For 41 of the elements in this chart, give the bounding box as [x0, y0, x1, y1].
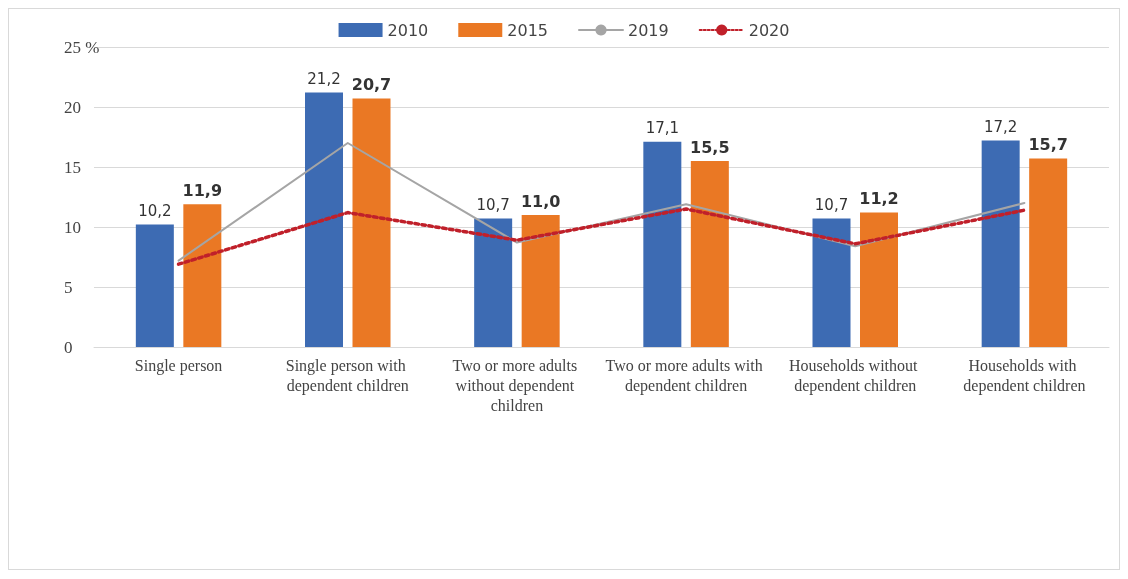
data-label: 21,2: [307, 70, 341, 89]
bar: [860, 212, 898, 347]
legend-label: 2019: [628, 20, 669, 40]
data-label: 17,2: [983, 118, 1018, 137]
x-tick-label: Households with dependent children: [963, 356, 1086, 395]
y-tick-label: 10: [64, 217, 81, 237]
x-tick-label: Two or more adults with dependent children: [605, 356, 767, 395]
x-tick-label: Single person with dependent children: [285, 356, 410, 395]
y-tick-label: 20: [64, 97, 81, 117]
y-tick-label: 5: [64, 277, 73, 297]
bar: [690, 161, 729, 347]
legend-label: 2015: [507, 20, 548, 40]
data-label: 17,1: [645, 119, 680, 138]
data-label: 11,2: [859, 189, 899, 209]
bar: [643, 141, 682, 347]
data-label: 20,7: [351, 75, 392, 95]
legend-label: 2020: [748, 20, 790, 40]
data-label: 10,2: [138, 202, 172, 221]
bar: [352, 98, 391, 347]
line-series: [177, 142, 1026, 262]
bar: [474, 218, 513, 347]
bar: [812, 218, 851, 347]
bar: [183, 204, 222, 347]
bar: [521, 215, 560, 347]
data-label: 15,7: [1028, 135, 1068, 155]
bar: [135, 224, 174, 347]
x-tick-label: Households without dependent children: [789, 356, 922, 395]
x-tick-label: Single person: [134, 356, 223, 375]
data-label: 10,7: [476, 196, 510, 215]
x-tick-label: Two or more adults without dependent children: [452, 356, 582, 414]
legend-label: 2010: [387, 20, 429, 40]
data-label: 11,9: [182, 180, 223, 200]
bar: [305, 92, 343, 347]
bar: [981, 140, 1020, 347]
y-tick-label: 25 %: [64, 37, 100, 57]
data-label: 15,5: [690, 137, 730, 157]
y-tick-label: 0: [64, 337, 73, 357]
data-label: 10,7: [814, 196, 849, 215]
data-label: 11,0: [520, 191, 561, 211]
y-tick-label: 15: [64, 157, 81, 177]
bar: [1029, 158, 1068, 347]
